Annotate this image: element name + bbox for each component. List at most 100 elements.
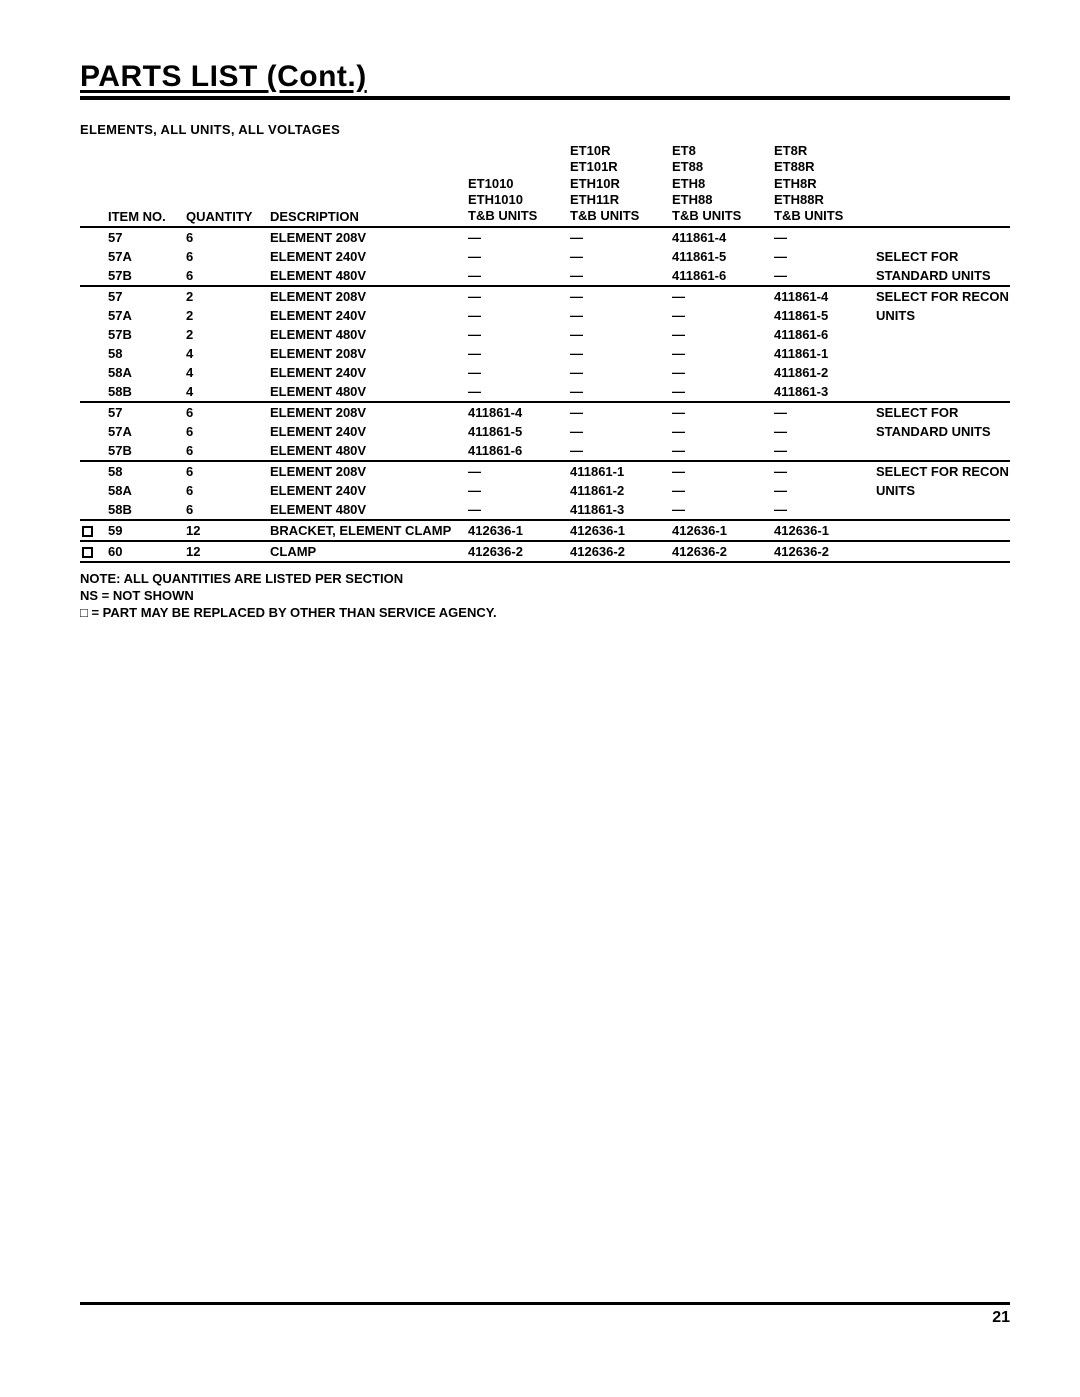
table-row: 57B6ELEMENT 480V411861-6———	[80, 441, 1010, 461]
cell-qty: 2	[184, 306, 268, 325]
table-row: 5912BRACKET, ELEMENT CLAMP412636-1412636…	[80, 520, 1010, 541]
cell-desc: ELEMENT 480V	[268, 441, 466, 461]
cell-unit: 412636-2	[466, 541, 568, 562]
cell-unit: —	[466, 344, 568, 363]
cell-unit: —	[466, 247, 568, 266]
cell-desc: BRACKET, ELEMENT CLAMP	[268, 520, 466, 541]
cell-unit: —	[568, 325, 670, 344]
cell-note	[874, 382, 1010, 402]
cell-desc: ELEMENT 240V	[268, 247, 466, 266]
cell-unit: —	[772, 481, 874, 500]
cell-unit: 411861-6	[670, 266, 772, 286]
cell-unit: 412636-2	[568, 541, 670, 562]
col-notes-header	[874, 141, 1010, 227]
cell-qty: 6	[184, 500, 268, 520]
table-head: ITEM NO. QUANTITY DESCRIPTION ET1010ETH1…	[80, 141, 1010, 227]
cell-flag	[80, 266, 106, 286]
cell-unit: 412636-1	[466, 520, 568, 541]
cell-unit: —	[670, 500, 772, 520]
cell-unit: 411861-5	[772, 306, 874, 325]
cell-unit: 411861-3	[568, 500, 670, 520]
table-row: 58A6ELEMENT 240V—411861-2——UNITS	[80, 481, 1010, 500]
col-unit4-header: ET8RET88RETH8RETH88RT&B UNITS	[772, 141, 874, 227]
cell-unit: —	[466, 266, 568, 286]
cell-unit: —	[568, 402, 670, 422]
cell-note	[874, 441, 1010, 461]
cell-flag	[80, 422, 106, 441]
cell-item: 57B	[106, 441, 184, 461]
cell-unit: 412636-1	[568, 520, 670, 541]
cell-qty: 6	[184, 247, 268, 266]
cell-unit: —	[772, 266, 874, 286]
table-row: 576ELEMENT 208V——411861-4—	[80, 227, 1010, 247]
unit-header-line: T&B UNITS	[672, 208, 770, 224]
cell-note: SELECT FOR RECON	[874, 286, 1010, 306]
cell-unit: —	[466, 500, 568, 520]
cell-unit: —	[772, 227, 874, 247]
cell-item: 57A	[106, 422, 184, 441]
cell-flag	[80, 306, 106, 325]
cell-unit: —	[670, 461, 772, 481]
cell-unit: —	[466, 363, 568, 382]
cell-qty: 2	[184, 325, 268, 344]
footer: 21	[80, 1302, 1010, 1327]
table-row: 57B6ELEMENT 480V——411861-6—STANDARD UNIT…	[80, 266, 1010, 286]
cell-unit: —	[568, 266, 670, 286]
cell-unit: 412636-1	[670, 520, 772, 541]
unit-header-line: ET88R	[774, 159, 872, 175]
cell-flag	[80, 325, 106, 344]
footnotes: NOTE: ALL QUANTITIES ARE LISTED PER SECT…	[80, 571, 1010, 620]
cell-unit: —	[670, 382, 772, 402]
cell-unit: —	[670, 441, 772, 461]
cell-item: 57	[106, 227, 184, 247]
cell-flag	[80, 286, 106, 306]
unit-header-line: ET10R	[570, 143, 668, 159]
footnote-line: NS = NOT SHOWN	[80, 588, 1010, 603]
cell-unit: —	[670, 402, 772, 422]
cell-flag	[80, 461, 106, 481]
table-row: 57A6ELEMENT 240V411861-5———STANDARD UNIT…	[80, 422, 1010, 441]
cell-qty: 4	[184, 344, 268, 363]
cell-unit: 412636-2	[670, 541, 772, 562]
cell-qty: 6	[184, 266, 268, 286]
cell-note: SELECT FOR RECON	[874, 461, 1010, 481]
unit-header-line: ETH11R	[570, 192, 668, 208]
cell-unit: —	[466, 227, 568, 247]
cell-qty: 12	[184, 541, 268, 562]
cell-unit: 411861-2	[568, 481, 670, 500]
page-title: PARTS LIST (Cont.)	[80, 60, 367, 96]
parts-table: ITEM NO. QUANTITY DESCRIPTION ET1010ETH1…	[80, 141, 1010, 563]
cell-qty: 6	[184, 461, 268, 481]
replaceable-icon	[82, 526, 93, 537]
cell-unit: 412636-1	[772, 520, 874, 541]
cell-unit: 411861-4	[670, 227, 772, 247]
cell-desc: ELEMENT 240V	[268, 481, 466, 500]
cell-unit: —	[568, 422, 670, 441]
col-unit2-header: ET10RET101RETH10RETH11RT&B UNITS	[568, 141, 670, 227]
cell-unit: —	[568, 306, 670, 325]
col-qty-header: QUANTITY	[184, 141, 268, 227]
cell-unit: —	[772, 402, 874, 422]
cell-unit: —	[568, 247, 670, 266]
unit-header-line: ETH1010	[468, 192, 566, 208]
cell-unit: 411861-5	[670, 247, 772, 266]
cell-unit: —	[466, 286, 568, 306]
cell-unit: 411861-4	[772, 286, 874, 306]
cell-desc: CLAMP	[268, 541, 466, 562]
cell-desc: ELEMENT 208V	[268, 286, 466, 306]
cell-desc: ELEMENT 480V	[268, 266, 466, 286]
cell-note: UNITS	[874, 481, 1010, 500]
cell-note: STANDARD UNITS	[874, 422, 1010, 441]
cell-desc: ELEMENT 480V	[268, 500, 466, 520]
col-item-header: ITEM NO.	[106, 141, 184, 227]
cell-note	[874, 227, 1010, 247]
cell-flag	[80, 363, 106, 382]
replaceable-icon	[82, 547, 93, 558]
title-row: PARTS LIST (Cont.)	[80, 60, 1010, 100]
cell-unit: —	[466, 382, 568, 402]
table-row: 586ELEMENT 208V—411861-1——SELECT FOR REC…	[80, 461, 1010, 481]
cell-unit: —	[772, 461, 874, 481]
unit-header-line: ET8	[672, 143, 770, 159]
cell-note	[874, 325, 1010, 344]
cell-unit: —	[670, 325, 772, 344]
